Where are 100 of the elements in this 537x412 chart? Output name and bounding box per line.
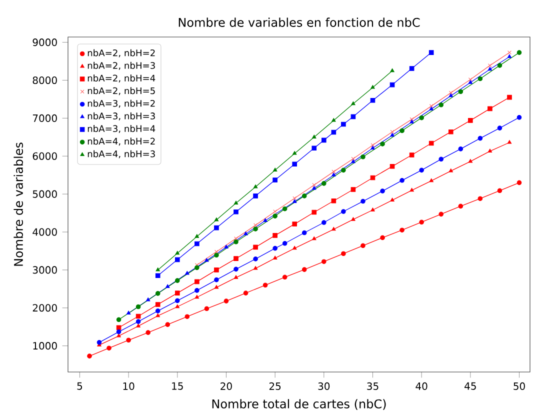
point [332, 118, 336, 122]
point [116, 325, 122, 330]
point [380, 235, 385, 240]
x-tick-label: 15 [172, 382, 183, 390]
point [351, 159, 356, 164]
y-tick-label: 8000 [32, 76, 57, 84]
chart-title: Nombre de variables en fonction de nbC [178, 18, 420, 27]
point [292, 151, 297, 155]
point [214, 252, 219, 258]
y-tick-label: 3000 [32, 266, 57, 274]
point [468, 78, 472, 82]
point [96, 340, 102, 345]
point [332, 170, 336, 174]
point [272, 214, 278, 218]
point [272, 256, 278, 260]
point [214, 217, 219, 222]
point [312, 236, 316, 240]
point [468, 159, 473, 163]
point [458, 89, 464, 94]
point [234, 200, 238, 205]
point [332, 172, 336, 176]
x-tick-label: 5 [77, 382, 82, 390]
point [400, 128, 404, 134]
point [106, 346, 112, 350]
point [370, 98, 376, 103]
point [458, 204, 464, 209]
y-tick-label: 9000 [32, 38, 57, 46]
point [370, 85, 375, 89]
y-tick-label: 7000 [32, 114, 57, 122]
point [429, 106, 434, 110]
point [312, 210, 317, 215]
legend-label: nbA=3, nbH=2 [88, 100, 155, 108]
point [214, 277, 219, 282]
x-tick-label: 50 [514, 382, 525, 390]
point [243, 290, 248, 296]
point [507, 94, 512, 100]
point [166, 284, 170, 288]
point [204, 258, 209, 262]
x-tick-label: 35 [367, 382, 378, 390]
point [478, 196, 483, 202]
point [312, 182, 316, 187]
point [409, 66, 414, 71]
point [497, 188, 502, 194]
point [224, 298, 229, 304]
point [322, 138, 326, 143]
point [350, 114, 356, 120]
point [282, 240, 288, 246]
point [429, 178, 434, 182]
point [155, 291, 160, 296]
point [253, 226, 258, 232]
x-tick-label: 20 [220, 382, 232, 390]
point [136, 314, 141, 319]
point [507, 140, 512, 144]
point [448, 168, 454, 172]
point [253, 256, 258, 262]
point [136, 304, 141, 310]
x-axis-title: Nombre total de cartes (nbC) [212, 399, 386, 410]
point [312, 146, 317, 151]
point [419, 115, 424, 120]
point [155, 308, 160, 314]
point [194, 241, 200, 246]
point [370, 208, 375, 212]
point [360, 198, 366, 204]
point [272, 168, 278, 172]
point [488, 106, 492, 112]
point [273, 210, 278, 214]
point [292, 162, 298, 166]
point [516, 115, 522, 120]
point [155, 273, 160, 278]
point [126, 310, 131, 315]
point [156, 268, 160, 272]
legend-label: nbA=3, nbH=4 [88, 125, 156, 133]
point [272, 246, 278, 251]
point [302, 230, 307, 236]
point [253, 194, 258, 198]
point [360, 154, 366, 160]
x-tick-label: 10 [123, 382, 134, 390]
point [390, 82, 395, 88]
point [234, 239, 238, 244]
point [331, 198, 336, 204]
point [204, 306, 210, 312]
point [262, 282, 268, 288]
point [341, 122, 346, 127]
point [292, 246, 297, 250]
point [272, 178, 278, 182]
point [390, 164, 395, 169]
point [194, 234, 200, 238]
point [263, 218, 268, 222]
point [302, 267, 307, 272]
legend-label: nbA=4, nbH=2 [88, 138, 155, 146]
point [312, 186, 316, 190]
point [322, 181, 326, 186]
point [351, 156, 356, 161]
point [174, 298, 180, 304]
point [234, 266, 238, 272]
point [497, 126, 502, 130]
point [458, 146, 464, 152]
point [234, 275, 238, 279]
point [194, 279, 200, 284]
point [341, 168, 346, 173]
